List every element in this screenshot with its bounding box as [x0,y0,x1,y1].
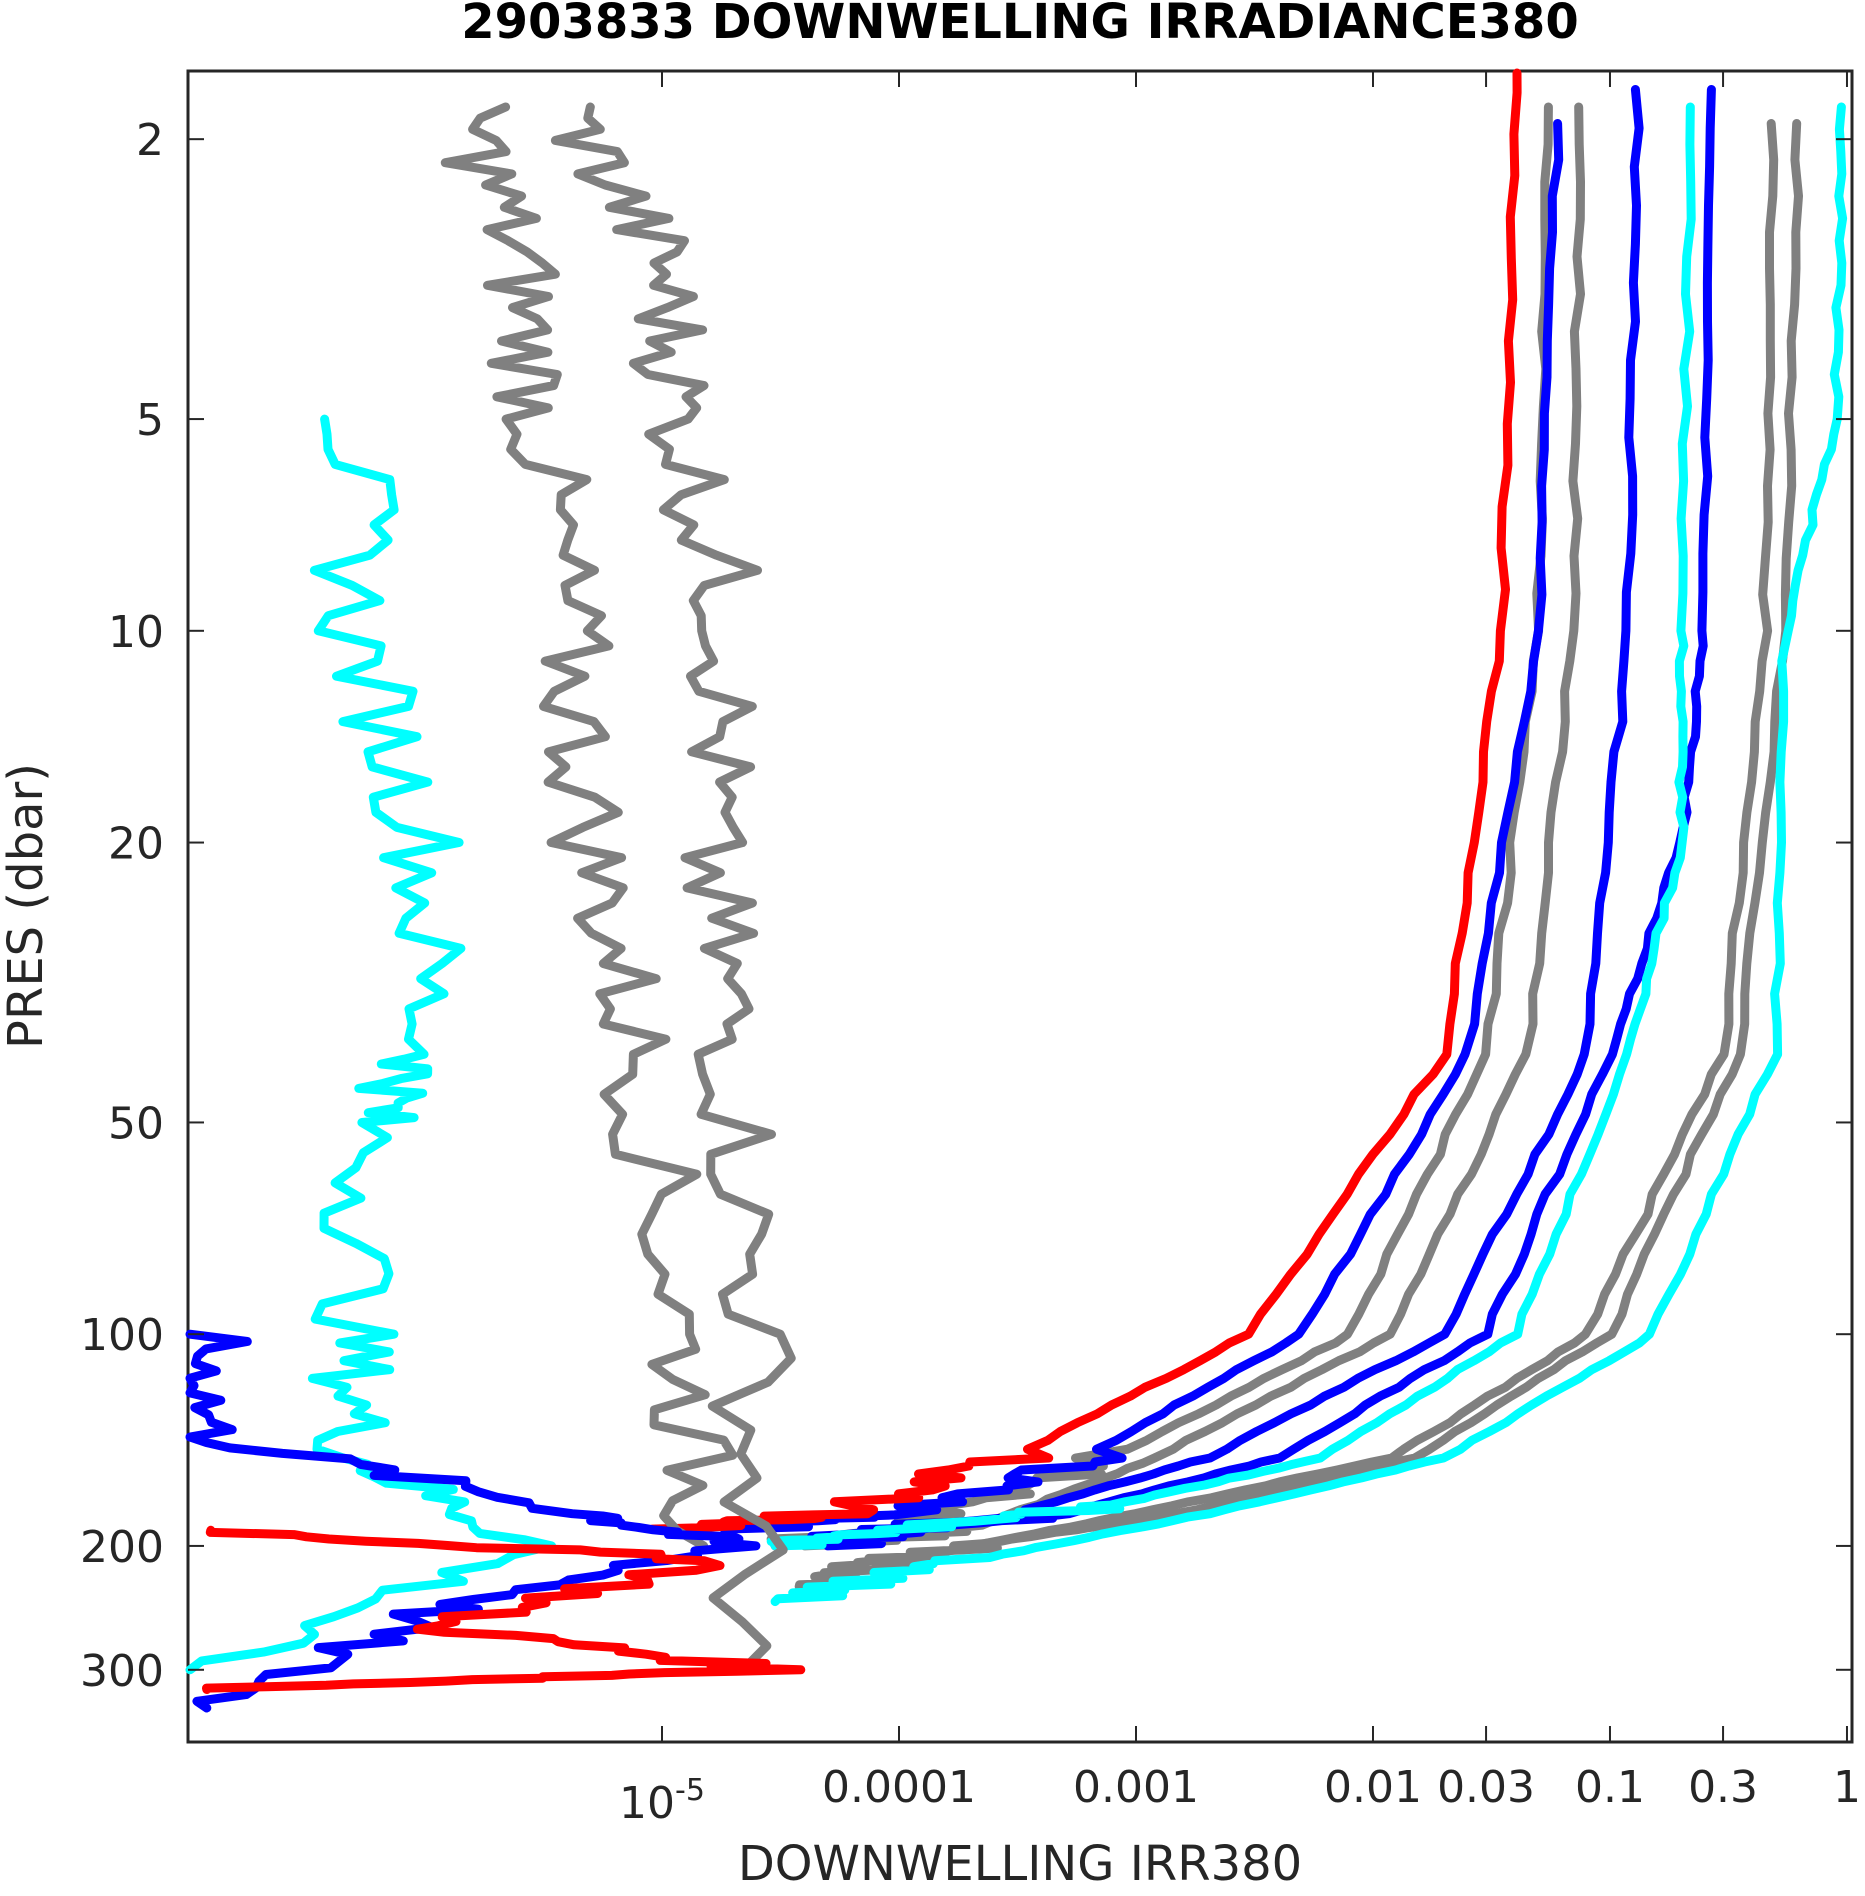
y-tick-label: 20 [108,819,164,870]
x-tick-label: 0.3 [1688,1762,1758,1813]
y-tick-label: 10 [108,607,164,658]
series-layer [185,68,1848,1713]
series-line-cyan-7 [766,102,1696,1551]
x-tick-label: 10-5 [619,1773,705,1829]
y-tick-label: 200 [80,1522,164,1573]
tick-layer: 10-5 0.0001 0.001 0.01 0.03 0.1 0.3 1 2 5 10 20 50 10… [80,71,1861,1829]
plot-area: 10-5 0.0001 0.001 0.01 0.03 0.1 0.3 1 2 5 10 20 50 10… [80,68,1861,1829]
x-tick-label: 0.01 [1324,1762,1422,1813]
series-line-blue-13 [185,1329,761,1713]
x-tick-label: 0.03 [1437,1762,1535,1813]
x-tick-label: 0.1 [1575,1762,1645,1813]
x-axis-label: DOWNWELLING IRR380 [738,1836,1302,1892]
y-tick-label: 2 [136,115,164,166]
y-tick-label: 5 [136,395,164,446]
x-tick-label: 0.0001 [822,1762,976,1813]
series-line-red-9 [647,68,1522,1535]
y-tick-label: 300 [80,1646,164,1697]
x-tick-label: 1 [1833,1762,1861,1813]
series-line-cyan-8 [770,102,1848,1607]
series-line-cyan-12 [185,414,557,1675]
series-line-grey-10 [550,102,796,1675]
series-line-blue-4 [719,119,1564,1535]
series-line-grey-3 [823,119,1803,1580]
x-tick-label: 0.001 [1073,1762,1199,1813]
y-axis-label: PRES (dbar) [0,763,54,1049]
series-line-red-14 [202,1525,806,1694]
y-tick-label: 100 [80,1310,164,1361]
chart-title: 2903833 DOWNWELLING IRRADIANCE380 [461,0,1578,50]
series-line-grey-11 [440,102,738,1551]
y-tick-label: 50 [108,1098,164,1149]
